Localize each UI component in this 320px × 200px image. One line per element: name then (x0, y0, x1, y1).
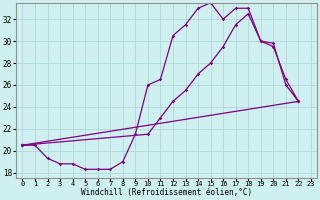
X-axis label: Windchill (Refroidissement éolien,°C): Windchill (Refroidissement éolien,°C) (81, 188, 252, 197)
